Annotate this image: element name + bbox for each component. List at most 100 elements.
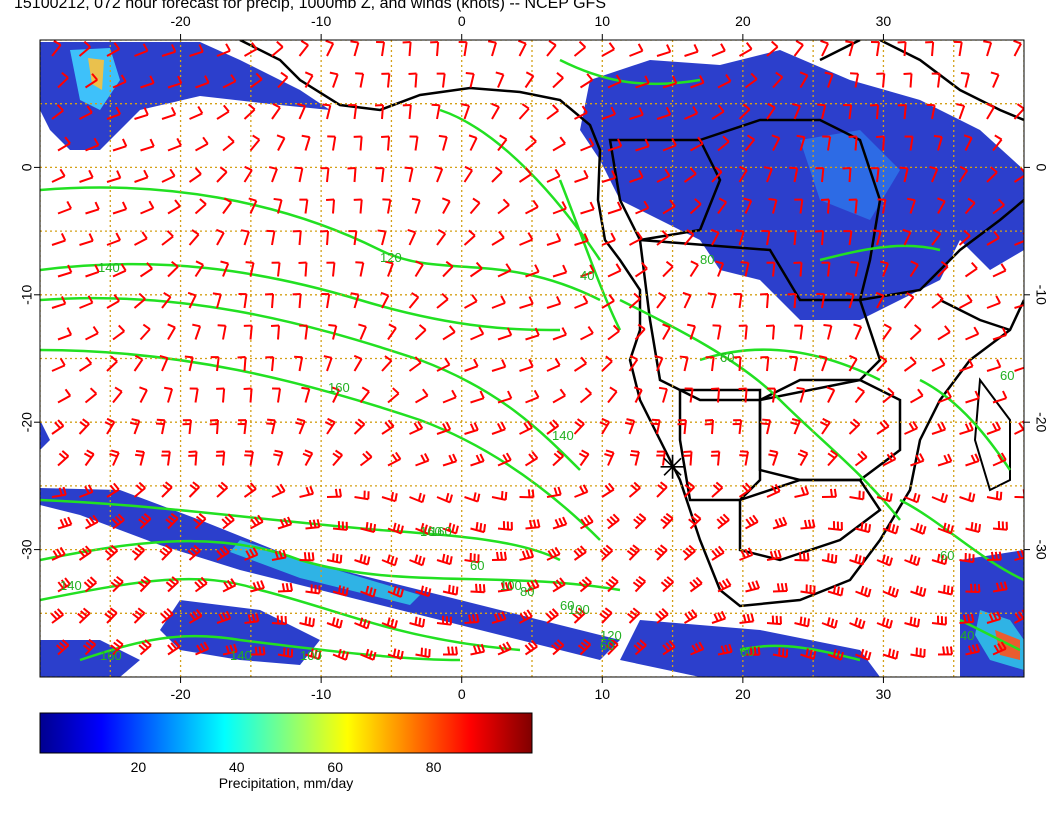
wind-barb <box>194 260 205 278</box>
wind-barb <box>904 135 914 151</box>
wind-barb <box>519 358 534 372</box>
wind-barb <box>992 390 1008 404</box>
wind-barb <box>134 449 145 466</box>
wind-barb <box>216 610 232 624</box>
wind-barb <box>326 617 343 629</box>
wind-barb <box>464 422 479 435</box>
wind-barb <box>870 41 880 57</box>
wind-barb <box>326 261 336 277</box>
wind-barb <box>820 40 830 57</box>
wind-barb <box>956 103 966 120</box>
wind-barb <box>57 516 73 530</box>
wind-barb <box>662 323 671 340</box>
wind-barb <box>628 481 641 498</box>
wind-barb <box>633 386 643 403</box>
wind-barb <box>787 293 797 309</box>
wind-barb <box>821 488 837 498</box>
wind-barb <box>222 197 233 215</box>
wind-barb <box>409 135 419 151</box>
wind-barb <box>580 201 595 215</box>
wind-barb <box>272 387 282 403</box>
wind-barb <box>83 576 98 593</box>
wind-barb <box>815 167 825 183</box>
wind-barb <box>683 450 693 466</box>
wind-barb <box>546 296 562 309</box>
wind-barb <box>140 138 155 152</box>
wind-barb <box>353 135 363 151</box>
wind-barb <box>931 553 948 566</box>
wind-barb <box>760 293 770 309</box>
wind-barb <box>732 356 742 372</box>
wind-barb <box>745 646 761 656</box>
wind-barb <box>57 71 69 89</box>
wind-barb <box>738 387 748 403</box>
wind-barb <box>760 356 770 372</box>
wind-barb <box>491 295 506 309</box>
wind-barb <box>463 229 476 246</box>
wind-barb <box>243 165 253 183</box>
wind-barb <box>821 553 838 564</box>
contour-label: 100 <box>500 578 522 593</box>
wind-barb <box>791 102 801 120</box>
wind-barb <box>250 514 264 530</box>
wind-barb <box>138 639 152 656</box>
wind-barb <box>772 647 789 659</box>
wind-barb <box>83 449 95 467</box>
wind-barb <box>404 166 414 183</box>
wind-barb <box>986 611 1002 624</box>
wind-barb <box>820 198 831 214</box>
wind-barb <box>491 421 507 435</box>
wind-barb <box>112 263 127 278</box>
wind-barb <box>184 355 194 372</box>
wind-barb <box>299 198 309 214</box>
wind-barb <box>578 576 592 593</box>
wind-barb <box>607 201 623 215</box>
wind-barb <box>192 323 202 340</box>
lat-label-left: -10 <box>19 284 35 304</box>
wind-barb <box>710 450 721 466</box>
wind-barb <box>897 104 907 120</box>
wind-barb <box>933 134 943 151</box>
wind-barb <box>106 482 120 498</box>
wind-barb <box>497 263 512 278</box>
wind-barb <box>704 419 714 435</box>
asterisk-icon <box>660 454 685 479</box>
wind-barb <box>827 648 844 661</box>
wind-barb <box>607 263 622 278</box>
wind-barb <box>745 514 759 530</box>
wind-barb <box>327 135 337 151</box>
wind-barb <box>442 325 456 341</box>
wind-barb <box>875 291 885 309</box>
wind-barb <box>244 613 260 624</box>
wind-barb <box>497 452 512 467</box>
wind-barb <box>112 386 123 404</box>
wind-barb <box>436 357 451 372</box>
wind-barb <box>910 388 924 404</box>
wind-barb <box>487 40 497 57</box>
wind-barb <box>877 198 887 214</box>
wind-barb <box>167 323 176 341</box>
wind-barb <box>271 483 286 498</box>
wind-barb <box>768 197 778 214</box>
wind-barb <box>986 421 1002 435</box>
wind-barb <box>222 643 238 656</box>
wind-barb <box>904 616 921 628</box>
wind-barb <box>442 522 459 535</box>
wind-barb <box>266 418 277 435</box>
wind-barb <box>937 325 951 341</box>
wind-barb <box>464 358 479 372</box>
wind-barb <box>165 576 179 593</box>
wind-barb <box>524 71 535 89</box>
wind-barb <box>552 577 566 593</box>
wind-barb <box>689 198 702 215</box>
wind-barb <box>744 134 756 152</box>
wind-barb <box>627 607 641 624</box>
wind-barb <box>299 616 315 628</box>
wind-barb <box>187 291 197 309</box>
lon-label-top: -20 <box>170 13 190 29</box>
lon-label-bottom: -10 <box>311 686 331 702</box>
wind-barb <box>326 488 342 498</box>
wind-barb <box>766 549 782 561</box>
wind-barb <box>160 607 174 624</box>
wind-barb <box>897 41 907 57</box>
